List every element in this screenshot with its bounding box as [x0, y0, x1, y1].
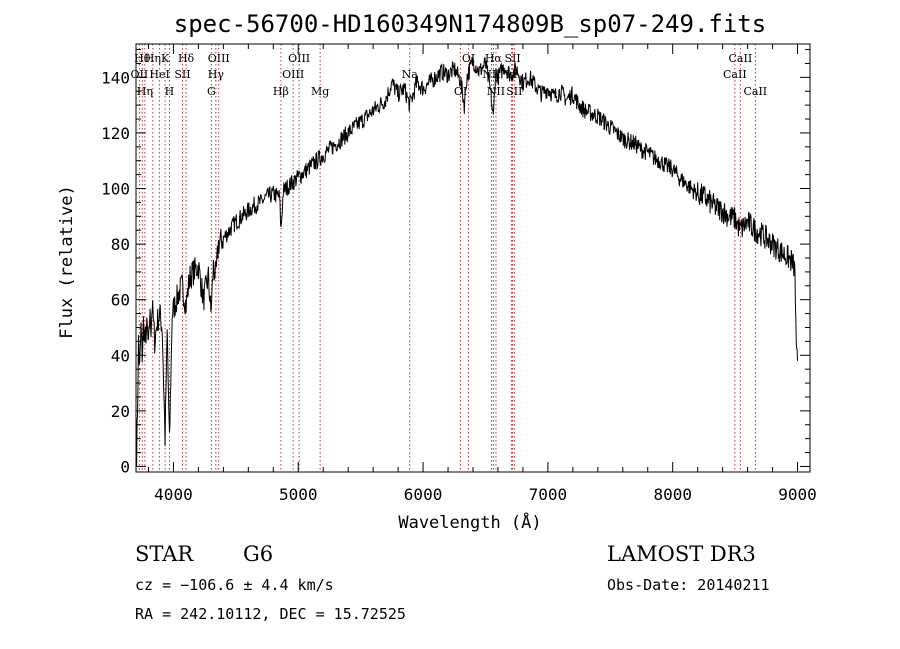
line-label-17: OI	[454, 85, 467, 98]
line-label-14: OIII	[288, 52, 310, 65]
line-label-11: OIII	[208, 52, 230, 65]
y-tick-label-20: 20	[111, 402, 130, 421]
y-tick-label-120: 120	[101, 124, 130, 143]
x-axis-ticks: 4000 5000 6000 7000 8000 9000	[147, 44, 817, 504]
line-label-5: K	[161, 52, 170, 65]
survey-name: LAMOST DR3	[607, 542, 756, 566]
object-subclass: G6	[243, 542, 273, 566]
observation-date: Obs-Date: 20140211	[607, 576, 770, 594]
chart-title: spec-56700-HD160349N174809B_sp07-249.fit…	[174, 10, 766, 38]
x-tick-label-5000: 5000	[279, 485, 318, 504]
y-tick-label-40: 40	[111, 346, 130, 365]
line-label-10: G	[207, 85, 216, 98]
x-tick-label-6000: 6000	[404, 485, 443, 504]
y-tick-label-0: 0	[120, 457, 130, 476]
plot-frame	[135, 43, 811, 473]
x-tick-label-7000: 7000	[529, 485, 568, 504]
line-label-20: Hα	[485, 52, 503, 65]
x-tick-label-4000: 4000	[154, 485, 193, 504]
line-label-25: CaII	[723, 68, 747, 81]
line-label-9: Hγ	[208, 68, 225, 81]
line-label-22: Li	[506, 68, 517, 81]
line-label-12: Hβ	[273, 85, 289, 98]
coordinates: RA = 242.10112, DEC = 15.72525	[135, 605, 406, 623]
line-label-7: SII	[174, 68, 190, 81]
y-tick-label-100: 100	[101, 180, 130, 199]
line-label-1: OII	[131, 68, 149, 81]
line-label-24: SII	[506, 85, 522, 98]
line-label-15: Mg	[311, 85, 329, 98]
line-label-4: HeI	[149, 68, 169, 81]
x-tick-label-8000: 8000	[653, 485, 692, 504]
spectrum-line	[136, 57, 798, 467]
object-class: STAR	[135, 542, 194, 566]
x-tick-label-9000: 9000	[778, 485, 817, 504]
line-label-13: OIII	[282, 68, 304, 81]
line-label-6: H	[165, 85, 175, 98]
spectral-line-markers	[138, 44, 756, 472]
line-label-0: Hθ	[134, 52, 151, 65]
y-tick-label-80: 80	[111, 235, 130, 254]
y-tick-label-60: 60	[111, 291, 130, 310]
y-tick-label-140: 140	[101, 68, 130, 87]
line-label-26: CaII	[729, 52, 753, 65]
line-label-3: Hη	[145, 52, 161, 65]
x-axis-label: Wavelength (Å)	[398, 511, 541, 533]
line-label-27: CaII	[743, 85, 767, 98]
y-axis-label: Flux (relative)	[57, 185, 77, 339]
line-label-16: Na	[402, 68, 419, 81]
line-label-8: Hδ	[178, 52, 195, 65]
radial-velocity: cz = −106.6 ± 4.4 km/s	[135, 576, 334, 594]
line-label-23: SII	[504, 52, 520, 65]
line-label-2: Hη	[137, 85, 153, 98]
y-axis-ticks: 0 20 40 60 80 100 120 140	[101, 49, 810, 476]
